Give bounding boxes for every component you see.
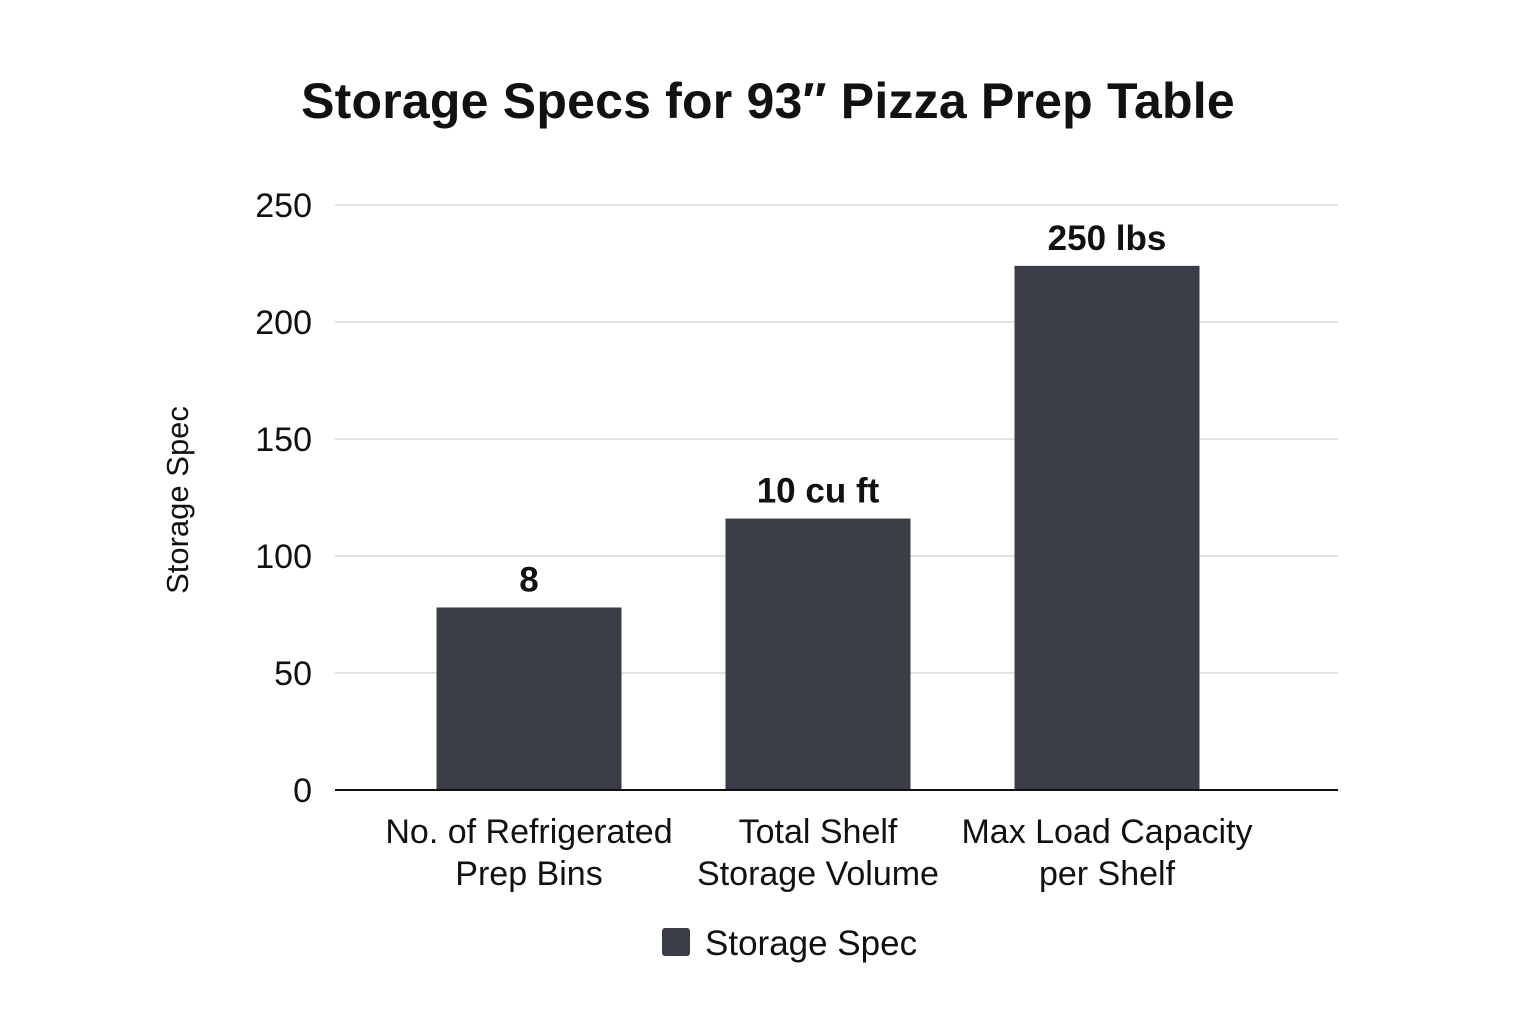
bar — [725, 518, 911, 790]
data-label: 10 cu ft — [757, 472, 880, 511]
bar — [1014, 265, 1200, 791]
data-label: 250 lbs — [1048, 219, 1167, 258]
y-tick-label: 200 — [255, 304, 312, 342]
y-axis-ticks: 0 50 100 150 200 250 — [255, 187, 312, 810]
bars — [436, 265, 1200, 791]
x-category-label-line: Prep Bins — [455, 855, 602, 893]
x-category-label-line: Storage Volume — [697, 855, 939, 893]
x-category-label-line: Total Shelf — [739, 813, 898, 851]
legend: Storage Spec — [662, 924, 917, 963]
data-labels: 8 10 cu ft 250 lbs — [519, 219, 1166, 600]
y-tick-label: 150 — [255, 421, 312, 459]
x-category-label: Max Load Capacity per Shelf — [961, 813, 1252, 893]
legend-swatch — [662, 928, 690, 956]
legend-label: Storage Spec — [705, 924, 917, 963]
x-category-label-line: Max Load Capacity — [961, 813, 1252, 851]
x-axis-categories: No. of Refrigerated Prep Bins Total Shelf S… — [385, 813, 1252, 893]
y-axis-label: Storage Spec — [160, 406, 195, 594]
x-category-label: Total Shelf Storage Volume — [697, 813, 939, 893]
chart-title: Storage Specs for 93″ Pizza Prep Table — [301, 73, 1235, 129]
y-tick-label: 100 — [255, 538, 312, 576]
y-tick-label: 50 — [274, 655, 312, 693]
y-tick-label: 0 — [293, 772, 312, 810]
y-tick-label: 250 — [255, 187, 312, 225]
data-label: 8 — [519, 560, 538, 599]
bar — [436, 607, 622, 790]
x-category-label-line: per Shelf — [1039, 855, 1176, 893]
x-category-label: No. of Refrigerated Prep Bins — [385, 813, 672, 893]
x-category-label-line: No. of Refrigerated — [385, 813, 672, 851]
